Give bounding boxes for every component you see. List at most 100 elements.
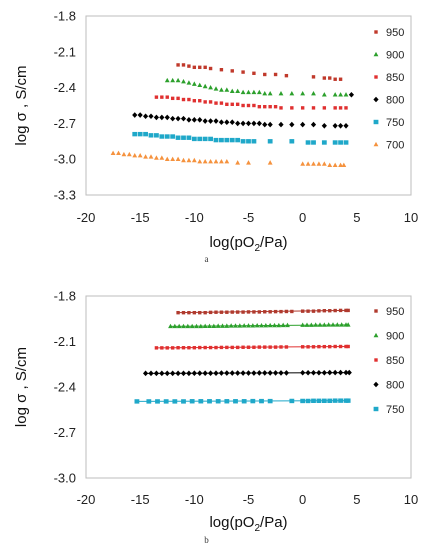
data-point-700 [300, 161, 306, 166]
x-tick-label: 10 [404, 492, 418, 507]
data-point-750 [233, 399, 238, 404]
data-point-750 [267, 398, 273, 404]
data-point-800 [300, 121, 306, 128]
legend-item-950: 950 [374, 27, 404, 39]
data-point-900 [220, 323, 225, 328]
data-point-800 [186, 370, 192, 377]
data-point-750 [164, 134, 170, 139]
data-point-750 [311, 398, 316, 404]
data-point-800 [348, 91, 355, 98]
data-point-850 [300, 345, 305, 349]
y-tick-label: -3.0 [54, 471, 76, 486]
data-point-900 [197, 82, 203, 88]
data-point-950 [230, 69, 234, 73]
data-point-700 [170, 156, 176, 161]
data-point-900 [280, 322, 286, 328]
data-point-750 [316, 398, 322, 404]
data-point-750 [224, 399, 230, 404]
data-point-950 [306, 309, 310, 313]
chart-panel-b: -1.8 -2.1 -2.4 -2.7 -3.0-20 -15 -10 -5 0 5 10 log σ… [13, 289, 418, 546]
data-point-900 [181, 79, 186, 84]
data-point-900 [219, 87, 224, 92]
data-point-750 [251, 139, 257, 144]
data-point-900 [276, 322, 282, 328]
data-point-750 [172, 399, 178, 404]
data-point-750 [240, 139, 246, 144]
data-point-850 [252, 103, 256, 108]
data-point-900 [213, 86, 219, 91]
data-point-900 [321, 322, 327, 327]
y-tick-label: -2.4 [54, 80, 76, 95]
legend-label: 800 [386, 380, 404, 392]
data-point-950 [192, 310, 197, 315]
data-point-750 [311, 140, 316, 145]
data-point-800 [148, 370, 154, 377]
data-point-850 [246, 103, 251, 108]
data-point-850 [160, 346, 164, 350]
legend-marker [373, 381, 379, 388]
data-point-850 [268, 104, 272, 109]
data-point-750 [148, 133, 154, 138]
data-point-850 [241, 345, 245, 349]
series-850 [154, 344, 350, 350]
data-point-950 [317, 309, 321, 313]
y-axis-title: log σ , S/cm [13, 65, 30, 145]
data-point-850 [344, 344, 348, 349]
data-point-700 [186, 157, 192, 163]
data-point-700 [197, 158, 203, 164]
data-point-800 [262, 370, 268, 376]
legend-marker [374, 358, 378, 362]
legend-label: 700 [386, 140, 404, 152]
data-point-750 [170, 134, 176, 139]
legend-item-700: 700 [373, 140, 404, 152]
data-point-800 [267, 121, 273, 128]
data-point-850 [203, 345, 207, 350]
x-tick-label: 0 [299, 492, 306, 507]
data-point-750 [202, 136, 208, 142]
data-point-750 [300, 398, 306, 404]
data-point-750 [289, 398, 295, 404]
data-point-800 [300, 369, 306, 376]
data-point-850 [263, 345, 267, 349]
data-point-950 [187, 310, 191, 315]
data-point-850 [268, 345, 272, 349]
data-point-850 [203, 100, 207, 104]
data-point-800 [213, 118, 219, 124]
data-point-700 [191, 157, 197, 163]
data-point-800 [191, 370, 197, 376]
data-point-850 [246, 345, 251, 349]
data-point-850 [338, 344, 343, 349]
data-point-850 [322, 106, 327, 110]
chart-panel-a: -1.8 -2.1 -2.4 -2.7 -3.0 -3.3-20 -15 -10 -5 0 5 10 l… [13, 9, 418, 265]
legend-label: 800 [386, 95, 404, 107]
x-tick-label: -15 [131, 210, 150, 225]
data-point-800 [164, 370, 170, 377]
legend-marker [373, 332, 379, 338]
data-point-750 [181, 399, 186, 404]
data-point-750 [154, 133, 159, 138]
data-point-700 [316, 161, 322, 166]
legend-item-850: 850 [374, 355, 404, 367]
data-point-850 [170, 346, 175, 350]
data-point-700 [116, 150, 121, 156]
data-point-750 [332, 398, 338, 403]
data-point-700 [327, 162, 333, 167]
data-point-900 [202, 323, 208, 328]
data-point-750 [343, 140, 349, 145]
legend-marker [373, 51, 379, 57]
data-point-850 [257, 345, 262, 349]
data-point-950 [284, 309, 289, 314]
series-800 [132, 91, 355, 129]
data-point-800 [207, 118, 214, 124]
data-point-800 [175, 370, 181, 377]
data-point-800 [159, 114, 165, 121]
x-axis-title: log(pO2/Pa) [209, 234, 287, 254]
x-tick-label: -15 [131, 492, 150, 507]
data-point-950 [273, 72, 278, 77]
data-point-900 [208, 85, 213, 90]
data-point-850 [241, 103, 245, 108]
data-point-950 [192, 65, 197, 70]
data-point-950 [208, 66, 213, 71]
legend-label: 750 [386, 404, 404, 416]
data-point-800 [289, 121, 295, 128]
